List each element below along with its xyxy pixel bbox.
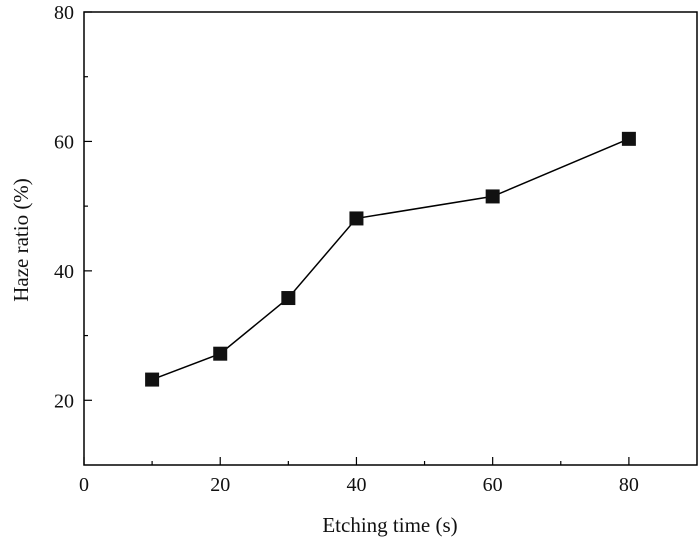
y-tick-label: 20 xyxy=(54,390,74,412)
x-tick-label: 40 xyxy=(346,474,366,496)
axes xyxy=(83,11,698,466)
x-tick-label: 80 xyxy=(619,474,639,496)
ticks: 0 20 40 60 80 20 40 60 80 xyxy=(54,2,639,496)
data-point xyxy=(621,131,636,146)
data-point xyxy=(485,189,500,204)
x-tick-label: 60 xyxy=(483,474,503,496)
y-axis-title: Haze ratio (%) xyxy=(9,178,33,302)
y-tick-label: 60 xyxy=(54,131,74,153)
data-point xyxy=(281,291,296,306)
series-line xyxy=(151,138,630,381)
plot-frame xyxy=(83,11,698,466)
x-tick-label: 20 xyxy=(210,474,230,496)
data-point xyxy=(145,372,160,387)
data-point xyxy=(213,346,228,361)
x-axis-title: Etching time (s) xyxy=(322,513,457,537)
y-tick-label: 40 xyxy=(54,261,74,283)
data-point xyxy=(349,211,364,226)
y-tick-label: 80 xyxy=(54,2,74,24)
x-tick-label: 0 xyxy=(79,474,89,496)
series xyxy=(145,131,636,387)
